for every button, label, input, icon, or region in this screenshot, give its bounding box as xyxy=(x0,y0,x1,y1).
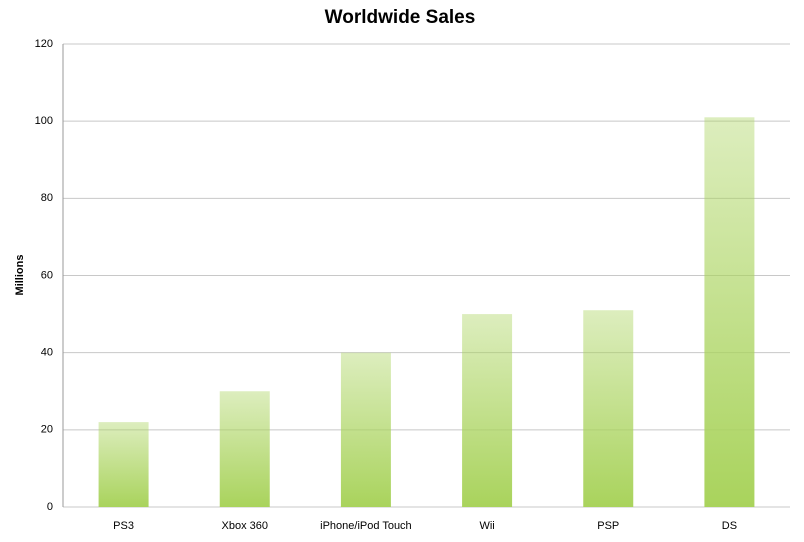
y-tick-label: 40 xyxy=(41,347,53,359)
bar xyxy=(219,391,270,507)
y-tick-label: 60 xyxy=(41,269,53,281)
y-tick-label: 80 xyxy=(41,192,53,204)
x-tick-label: DS xyxy=(722,520,737,532)
x-tick-label: PSP xyxy=(597,520,619,532)
bar xyxy=(340,352,391,507)
x-tick-label: Wii xyxy=(479,520,494,532)
chart-title: Worldwide Sales xyxy=(325,7,476,28)
y-tick-label: 100 xyxy=(35,115,53,127)
x-tick-label: Xbox 360 xyxy=(222,520,268,532)
bar xyxy=(98,422,149,507)
y-tick-label: 20 xyxy=(41,424,53,436)
y-tick-label: 0 xyxy=(47,501,53,513)
bar xyxy=(583,310,634,507)
bar xyxy=(462,314,513,507)
y-axis-label: Millions xyxy=(14,255,26,296)
bar xyxy=(704,117,755,507)
x-tick-label: iPhone/iPod Touch xyxy=(320,520,412,532)
y-tick-label: 120 xyxy=(35,38,53,50)
x-tick-label: PS3 xyxy=(113,520,134,532)
